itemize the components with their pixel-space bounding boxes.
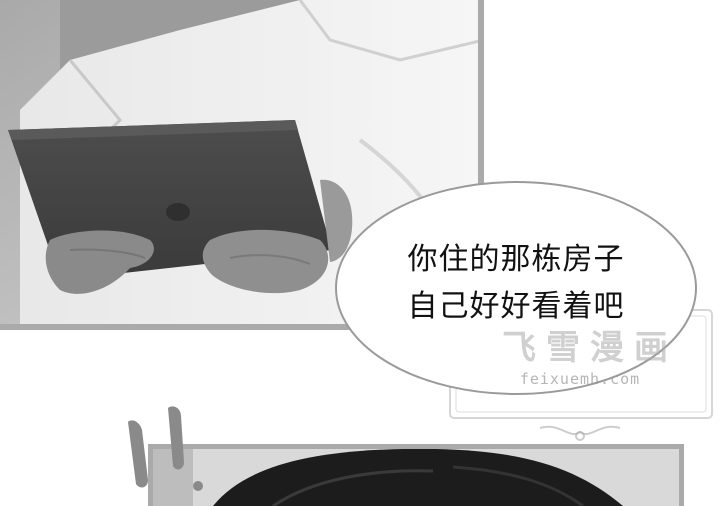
watermark-url: feixuemh.com xyxy=(519,370,641,388)
head-image xyxy=(153,449,679,506)
bottom-panel-illustration xyxy=(148,444,684,506)
speech-bubble xyxy=(335,181,697,395)
watermark-title: 飞雪漫画 xyxy=(502,328,678,368)
dialogue-line-2: 自己好好看着吧 xyxy=(407,289,625,324)
sound-effect-marks xyxy=(128,406,203,491)
dialogue-line-1: 你住的那栋房子 xyxy=(407,242,625,277)
